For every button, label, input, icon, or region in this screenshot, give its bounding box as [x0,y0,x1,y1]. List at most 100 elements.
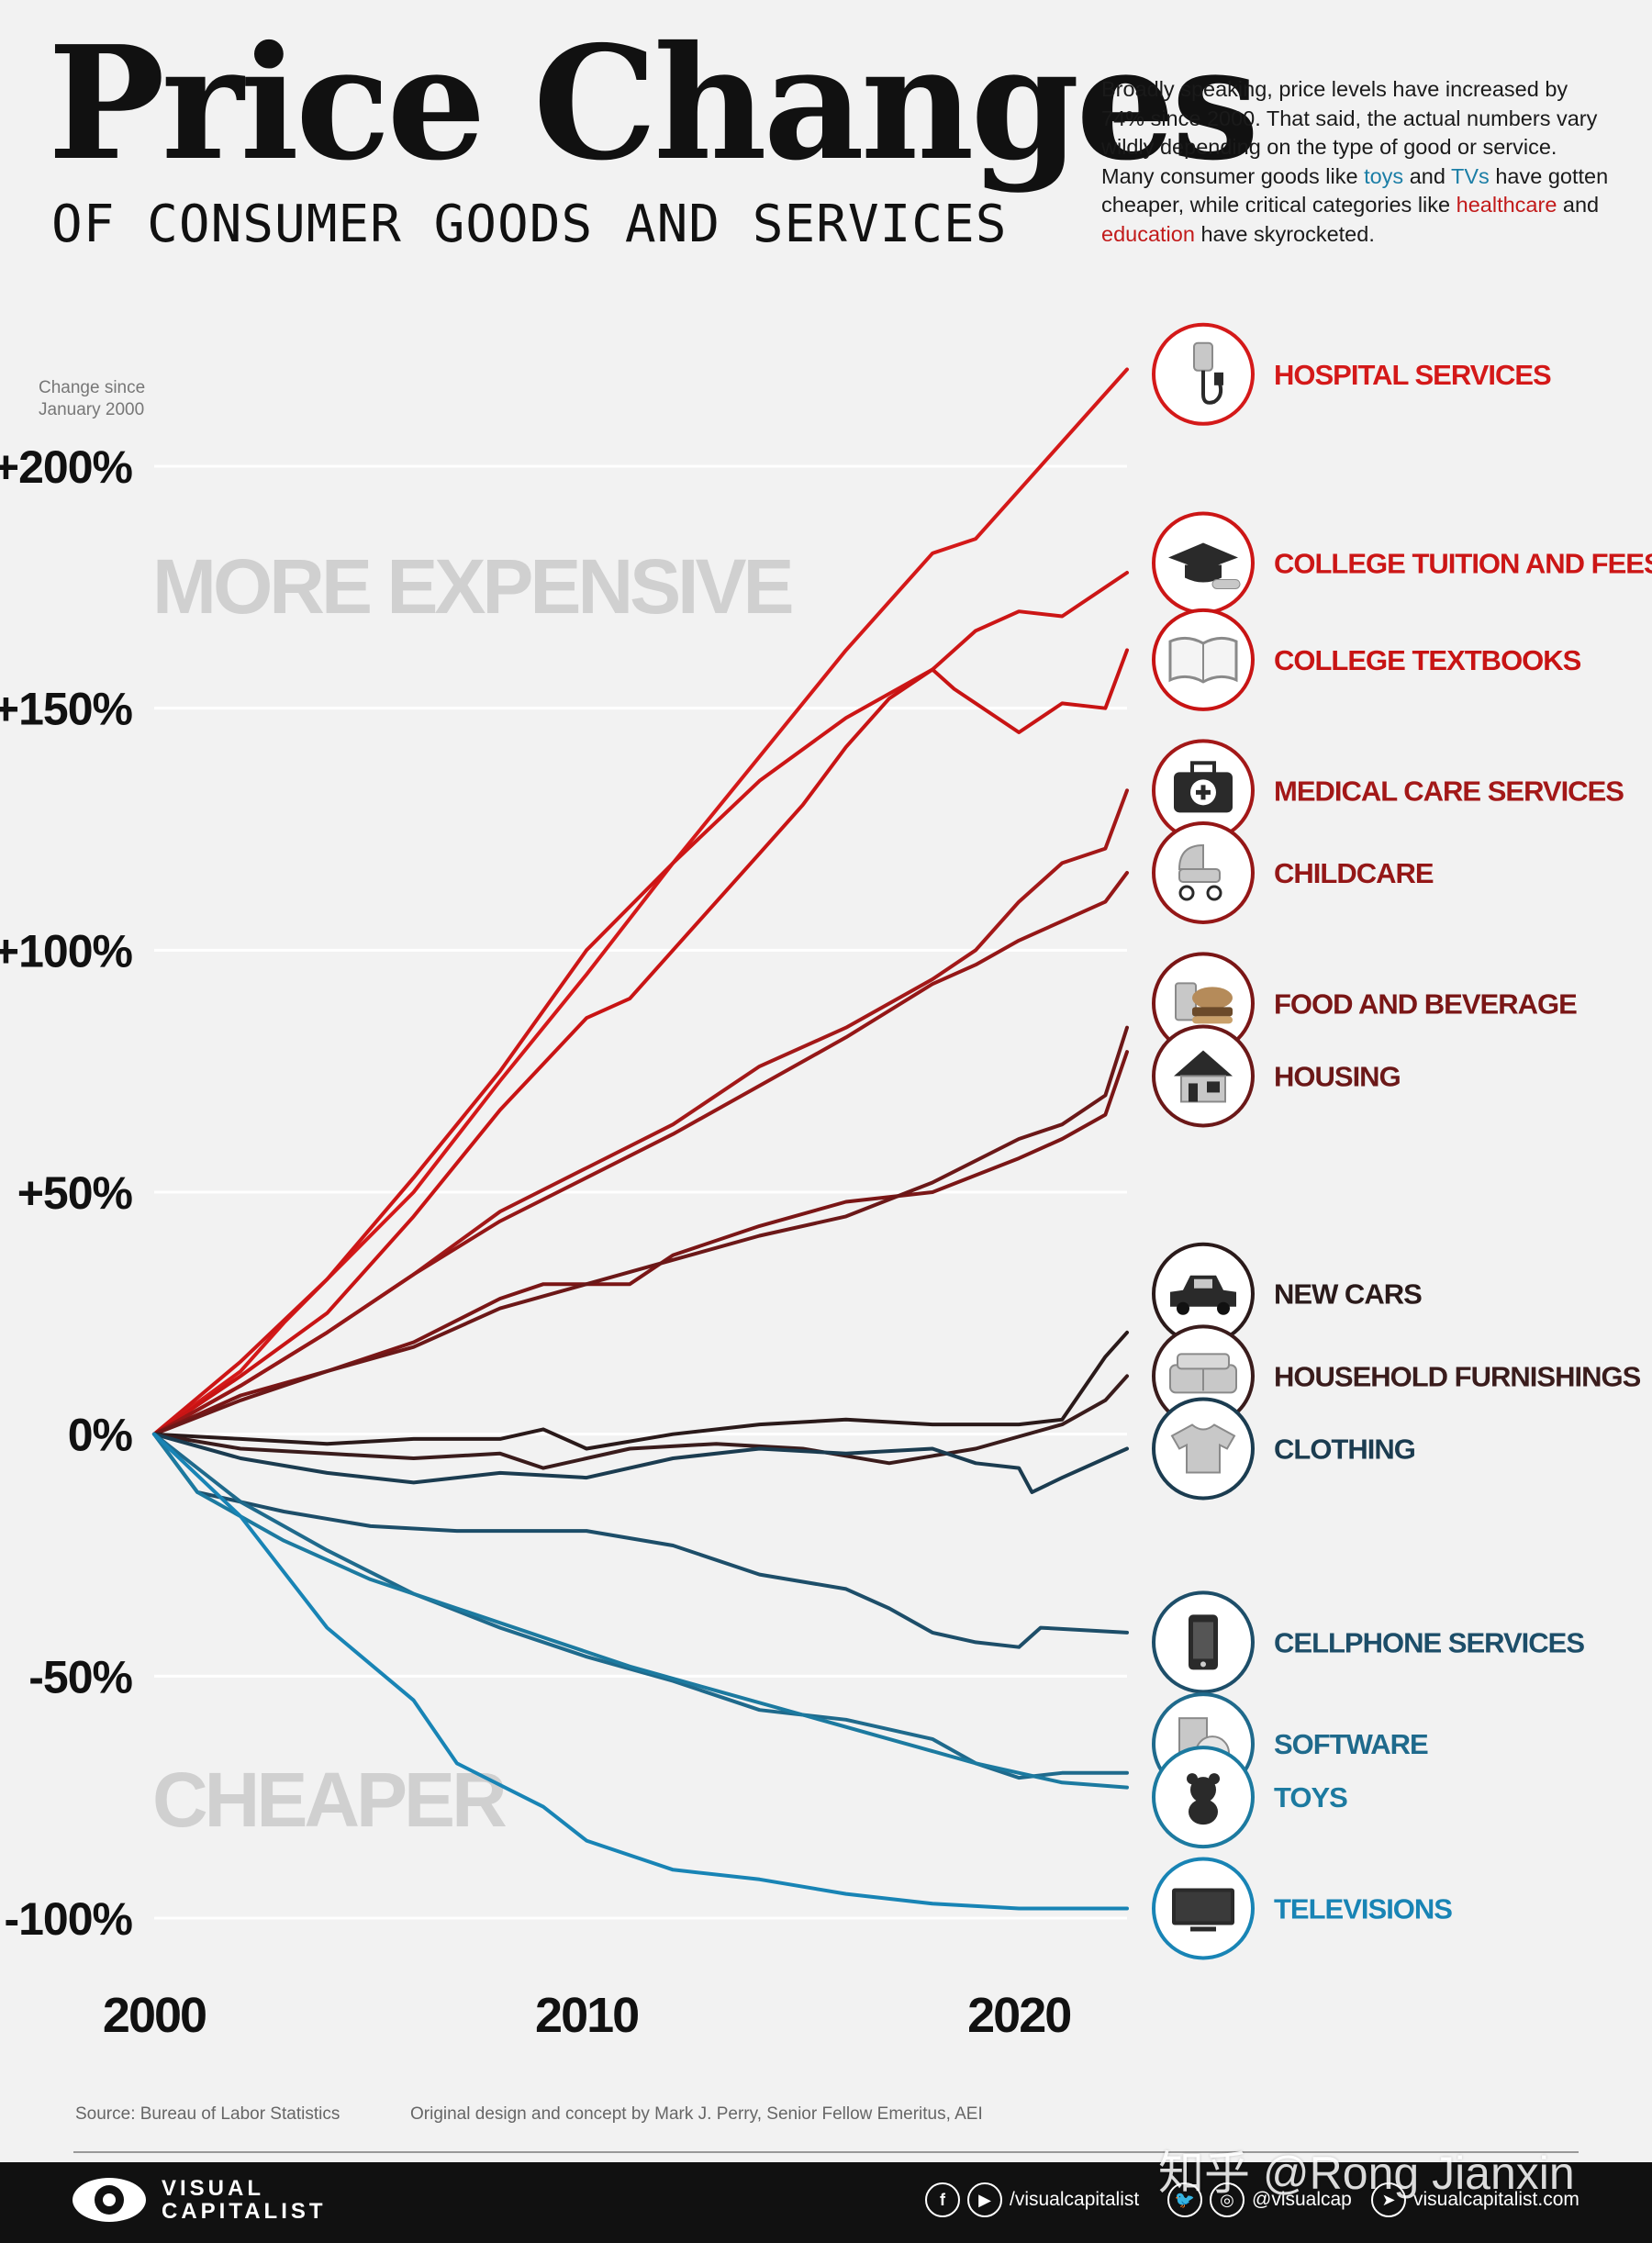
price-change-line-chart: Change since January 2000 +200% +150% +100% +… [0,322,1652,2043]
brand-line-1: VISUAL [162,2176,265,2201]
series-name-food-and-beverage: FOOD AND BEVERAGE [1274,988,1577,1020]
intro-highlight-red: education [1101,221,1195,246]
series-name-childcare: CHILDCARE [1274,857,1434,889]
visual-capitalist-logo: VISUAL CAPITALIST [70,2175,327,2225]
hospital-iv-icon [1193,341,1223,405]
x-tick-label: 2020 [967,1988,1070,2043]
instagram-icon[interactable]: ◎ [1210,2182,1245,2217]
y-tick-label: 0% [68,1410,133,1461]
y-tick-label: +150% [0,684,133,735]
intro-text: and [1403,163,1452,188]
intro-text: have skyrocketed. [1194,221,1375,246]
house-icon [1174,1050,1233,1103]
y-tick-label: +100% [0,925,133,976]
brand-line-2: CAPITALIST [162,2199,327,2224]
x-tick-label: 2000 [103,1988,206,2043]
annotation-more-expensive: MORE EXPENSIVE [152,543,792,630]
series-line-hospital-services [152,367,1129,1436]
y-tick-label: +200% [0,441,133,493]
series-label-medical-care-services: MEDICAL CARE SERVICES [1152,739,1624,843]
series-line-household-furnishings [152,1374,1129,1470]
series-label-food-and-beverage: FOOD AND BEVERAGE [1152,952,1578,1055]
intro-text: and [1557,193,1600,217]
intro-highlight-red: healthcare [1456,193,1557,217]
series-label-cellphone-services: CELLPHONE SERVICES [1152,1590,1585,1694]
tv-icon [1172,1888,1234,1932]
social-handle-visualcapitalist[interactable]: /visualcapitalist [1010,2189,1140,2210]
open-book-icon [1168,636,1238,684]
series-label-college-textbooks: COLLEGE TEXTBOOKS [1152,608,1582,711]
x-tick-label: 2010 [535,1988,638,2043]
series-line-food-and-beverage [152,1050,1129,1436]
page-title: Price Changes [48,12,1259,195]
series-name-hospital-services: HOSPITAL SERVICES [1274,359,1551,391]
series-name-housing: HOUSING [1274,1060,1401,1092]
series-line-televisions [152,1432,1129,1911]
series-line-medical-care-services [152,788,1129,1436]
website-link[interactable]: visualcapitalist.com [1413,2189,1579,2210]
series-line-college-tuition-and-fees [152,571,1129,1436]
graduation-cap-icon [1168,542,1241,589]
series-line-childcare [152,871,1129,1436]
series-line-toys [152,1432,1129,1790]
footer-divider [73,2151,1579,2153]
y-axis-title-line-1: Change since [39,378,145,397]
medical-kit-icon [1174,761,1233,813]
brand-mark-icon [73,2178,146,2222]
series-name-medical-care-services: MEDICAL CARE SERVICES [1274,775,1624,807]
intro-highlight-blue: TVs [1451,163,1490,188]
source-note: Source: Bureau of Labor Statistics [75,2104,340,2124]
series-label-toys: TOYS [1152,1746,1348,1849]
series-label-hospital-services: HOSPITAL SERVICES [1152,322,1552,426]
series-line-housing [152,1025,1129,1436]
social-twitter-instagram[interactable]: 🐦 ◎ @visualcap [1167,2182,1352,2217]
watermark: 知乎 @Rong Jianxin [1158,2148,1575,2199]
series-line-cellphone-services [152,1432,1129,1649]
annotation-cheaper: CHEAPER [152,1757,506,1843]
series-label-household-furnishings: HOUSEHOLD FURNISHINGS [1152,1324,1642,1428]
credit-note: Original design and concept by Mark J. P… [410,2104,983,2124]
series-name-toys: TOYS [1274,1781,1347,1813]
series-label-housing: HOUSING [1152,1024,1401,1128]
social-facebook-youtube[interactable]: f ▶ /visualcapitalist [925,2182,1139,2217]
y-tick-label: -100% [4,1893,132,1945]
series-line-clothing [152,1432,1129,1494]
series-line-new-cars [152,1330,1129,1451]
y-axis-title-line-2: January 2000 [39,400,144,419]
intro-paragraph: Broadly speaking, price levels have incr… [1101,75,1615,249]
series-label-childcare: CHILDCARE [1152,820,1434,924]
cursor-icon[interactable]: ➤ [1371,2182,1406,2217]
series-line-software [152,1432,1129,1780]
series-name-cellphone-services: CELLPHONE SERVICES [1274,1626,1584,1658]
intro-text: Broadly speaking, price levels have incr… [1101,77,1598,188]
facebook-icon[interactable]: f [925,2182,960,2217]
series-name-college-textbooks: COLLEGE TEXTBOOKS [1274,644,1581,676]
smartphone-icon [1189,1614,1218,1670]
y-tick-label: +50% [17,1167,133,1219]
y-tick-label: -50% [28,1651,132,1702]
twitter-icon[interactable]: 🐦 [1167,2182,1202,2217]
series-line-college-textbooks [152,648,1129,1436]
series-name-household-furnishings: HOUSEHOLD FURNISHINGS [1274,1360,1641,1392]
series-label-clothing: CLOTHING [1152,1397,1416,1501]
car-icon [1170,1275,1236,1315]
page-subtitle: OF CONSUMER GOODS AND SERVICES [51,195,1008,254]
shirt-icon [1170,1423,1236,1474]
intro-highlight-blue: toys [1364,163,1404,188]
social-website[interactable]: ➤ visualcapitalist.com [1371,2182,1579,2217]
series-name-college-tuition-and-fees: COLLEGE TUITION AND FEES [1274,547,1652,579]
social-handle-visualcap[interactable]: @visualcap [1252,2189,1352,2210]
series-label-college-tuition-and-fees: COLLEGE TUITION AND FEES [1152,511,1652,615]
series-label-new-cars: NEW CARS [1152,1242,1423,1345]
baby-stroller-icon [1178,843,1222,901]
series-name-televisions: TELEVISIONS [1274,1892,1452,1925]
sofa-icon [1169,1353,1237,1394]
series-name-new-cars: NEW CARS [1274,1278,1422,1311]
series-name-clothing: CLOTHING [1274,1433,1415,1465]
series-label-televisions: TELEVISIONS [1152,1857,1453,1960]
teddy-bear-icon [1187,1773,1220,1825]
intro-text: have gotten cheaper, while critical cate… [1101,163,1609,218]
food-beverage-icon [1175,982,1233,1024]
youtube-icon[interactable]: ▶ [967,2182,1002,2217]
series-name-software: SOFTWARE [1274,1728,1428,1760]
